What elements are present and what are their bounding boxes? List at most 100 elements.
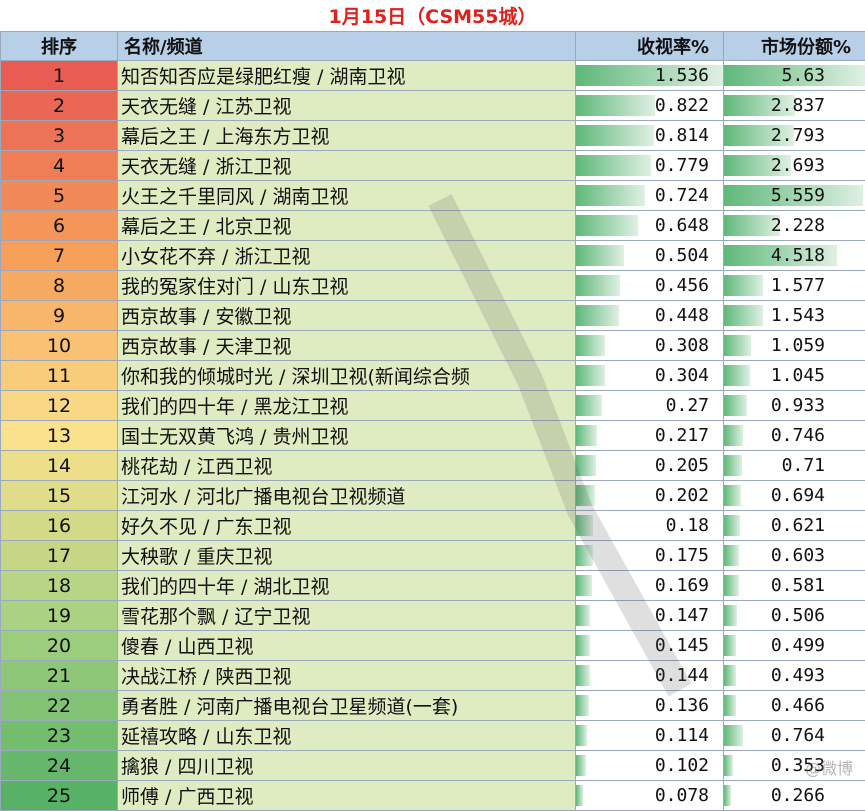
share-value: 0.746 [771, 421, 825, 450]
cell-rank: 15 [1, 481, 118, 511]
share-databar [724, 305, 763, 326]
cell-name: 师傅 / 广西卫视 [118, 781, 576, 811]
rating-value: 0.304 [655, 361, 709, 390]
header-rating: 收视率% [576, 32, 724, 61]
rating-databar [576, 785, 583, 806]
cell-rating: 0.504 [576, 241, 724, 271]
rating-value: 0.144 [655, 661, 709, 690]
share-databar [724, 665, 736, 686]
rating-value: 0.822 [655, 91, 709, 120]
cell-share: 1.045 [724, 361, 865, 391]
cell-rating: 0.648 [576, 211, 724, 241]
share-databar [724, 605, 737, 626]
cell-share: 0.499 [724, 631, 865, 661]
rating-value: 0.145 [655, 631, 709, 660]
cell-rating: 0.147 [576, 601, 724, 631]
share-databar [724, 695, 736, 716]
cell-rating: 0.18 [576, 511, 724, 541]
rating-databar [576, 335, 605, 356]
rating-value: 0.456 [655, 271, 709, 300]
share-databar [724, 515, 740, 536]
cell-rating: 0.205 [576, 451, 724, 481]
rating-databar [576, 755, 586, 776]
cell-rank: 19 [1, 601, 118, 631]
cell-share: 0.466 [724, 691, 865, 721]
cell-rank: 5 [1, 181, 118, 211]
cell-rating: 0.144 [576, 661, 724, 691]
share-value: 0.506 [771, 601, 825, 630]
share-value: 2.693 [771, 151, 825, 180]
share-databar [724, 545, 739, 566]
rating-databar [576, 695, 589, 716]
rating-value: 0.308 [655, 331, 709, 360]
rating-value: 0.114 [655, 721, 709, 750]
cell-rating: 0.114 [576, 721, 724, 751]
cell-share: 0.603 [724, 541, 865, 571]
cell-rating: 0.456 [576, 271, 724, 301]
rating-databar [576, 665, 590, 686]
cell-rank: 23 [1, 721, 118, 751]
rating-databar [576, 395, 602, 416]
cell-share: 5.559 [724, 181, 865, 211]
cell-share: 1.059 [724, 331, 865, 361]
cell-share: 0.581 [724, 571, 865, 601]
cell-share: 5.63 [724, 61, 865, 91]
share-value: 1.577 [771, 271, 825, 300]
rating-value: 0.504 [655, 241, 709, 270]
rating-value: 0.205 [655, 451, 709, 480]
rating-value: 0.102 [655, 751, 709, 780]
cell-name: 决战江桥 / 陕西卫视 [118, 661, 576, 691]
cell-rank: 11 [1, 361, 118, 391]
rating-value: 0.136 [655, 691, 709, 720]
cell-share: 0.933 [724, 391, 865, 421]
cell-rating: 0.169 [576, 571, 724, 601]
rating-databar [576, 575, 592, 596]
cell-name: 雪花那个飘 / 辽宁卫视 [118, 601, 576, 631]
rating-databar [576, 365, 605, 386]
cell-rating: 0.27 [576, 391, 724, 421]
cell-rating: 0.145 [576, 631, 724, 661]
cell-share: 0.493 [724, 661, 865, 691]
rating-databar [576, 635, 590, 656]
cell-name: 傻春 / 山西卫视 [118, 631, 576, 661]
cell-name: 小女花不弃 / 浙江卫视 [118, 241, 576, 271]
share-value: 2.228 [771, 211, 825, 240]
share-databar [724, 335, 751, 356]
share-databar [724, 365, 750, 386]
cell-share: 0.694 [724, 481, 865, 511]
cell-rank: 12 [1, 391, 118, 421]
cell-rank: 25 [1, 781, 118, 811]
share-value: 0.933 [771, 391, 825, 420]
share-value: 0.499 [771, 631, 825, 660]
rating-databar [576, 185, 645, 206]
cell-rank: 4 [1, 151, 118, 181]
cell-rank: 7 [1, 241, 118, 271]
cell-name: 你和我的倾城时光 / 深圳卫视(新闻综合频 [118, 361, 576, 391]
rating-databar [576, 125, 654, 146]
cell-share: 4.518 [724, 241, 865, 271]
rating-value: 0.18 [666, 511, 709, 540]
share-databar [724, 395, 747, 416]
cell-name: 我们的四十年 / 湖北卫视 [118, 571, 576, 601]
cell-name: 擒狼 / 四川卫视 [118, 751, 576, 781]
share-databar [724, 485, 741, 506]
cell-rating: 0.078 [576, 781, 724, 811]
cell-rating: 0.102 [576, 751, 724, 781]
cell-rating: 0.217 [576, 421, 724, 451]
rating-value: 0.202 [655, 481, 709, 510]
cell-rating: 0.724 [576, 181, 724, 211]
cell-share: 1.577 [724, 271, 865, 301]
rating-databar [576, 545, 593, 566]
